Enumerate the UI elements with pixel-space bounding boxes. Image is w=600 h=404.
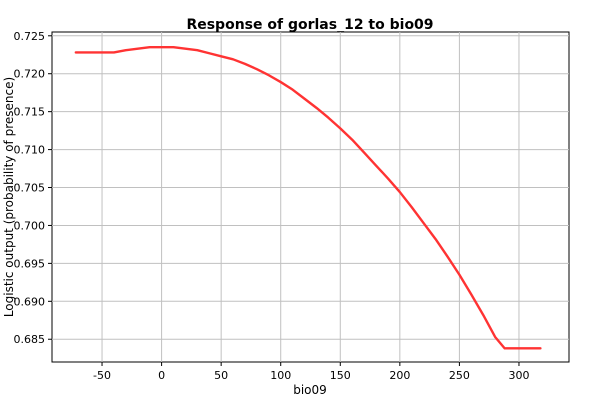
- chart-title: Response of gorlas_12 to bio09: [186, 17, 433, 33]
- series-lines: [74, 45, 542, 350]
- x-tick-label: 300: [508, 369, 529, 382]
- y-tick-label: 0.710: [14, 144, 46, 157]
- y-tick-label: 0.700: [14, 219, 46, 232]
- y-tick-label: 0.685: [14, 333, 46, 346]
- x-tick-label: 50: [214, 369, 228, 382]
- x-tick-label: 100: [270, 369, 291, 382]
- x-tick-label: 150: [330, 369, 351, 382]
- x-tick-label: 200: [389, 369, 410, 382]
- x-tick-label: 250: [449, 369, 470, 382]
- plot-area: [51, 31, 570, 363]
- y-tick-label: 0.725: [14, 30, 46, 43]
- y-axis-label: Logistic output (probability of presence…: [2, 77, 16, 317]
- x-tick-label: 0: [158, 369, 165, 382]
- y-tick-label: 0.720: [14, 68, 46, 81]
- x-axis-label: bio09: [293, 383, 327, 397]
- grid-lines: [52, 32, 569, 362]
- response-curve: [74, 45, 542, 350]
- y-tick-label: 0.705: [14, 182, 46, 195]
- y-tick-label: 0.690: [14, 295, 46, 308]
- axis-ticks: -50 0 50 100 150 200 250 300 0.685 0.690 0.695 0.70…: [14, 30, 530, 382]
- x-tick-label: -50: [93, 369, 111, 382]
- y-tick-label: 0.695: [14, 257, 46, 270]
- y-tick-label: 0.715: [14, 106, 46, 119]
